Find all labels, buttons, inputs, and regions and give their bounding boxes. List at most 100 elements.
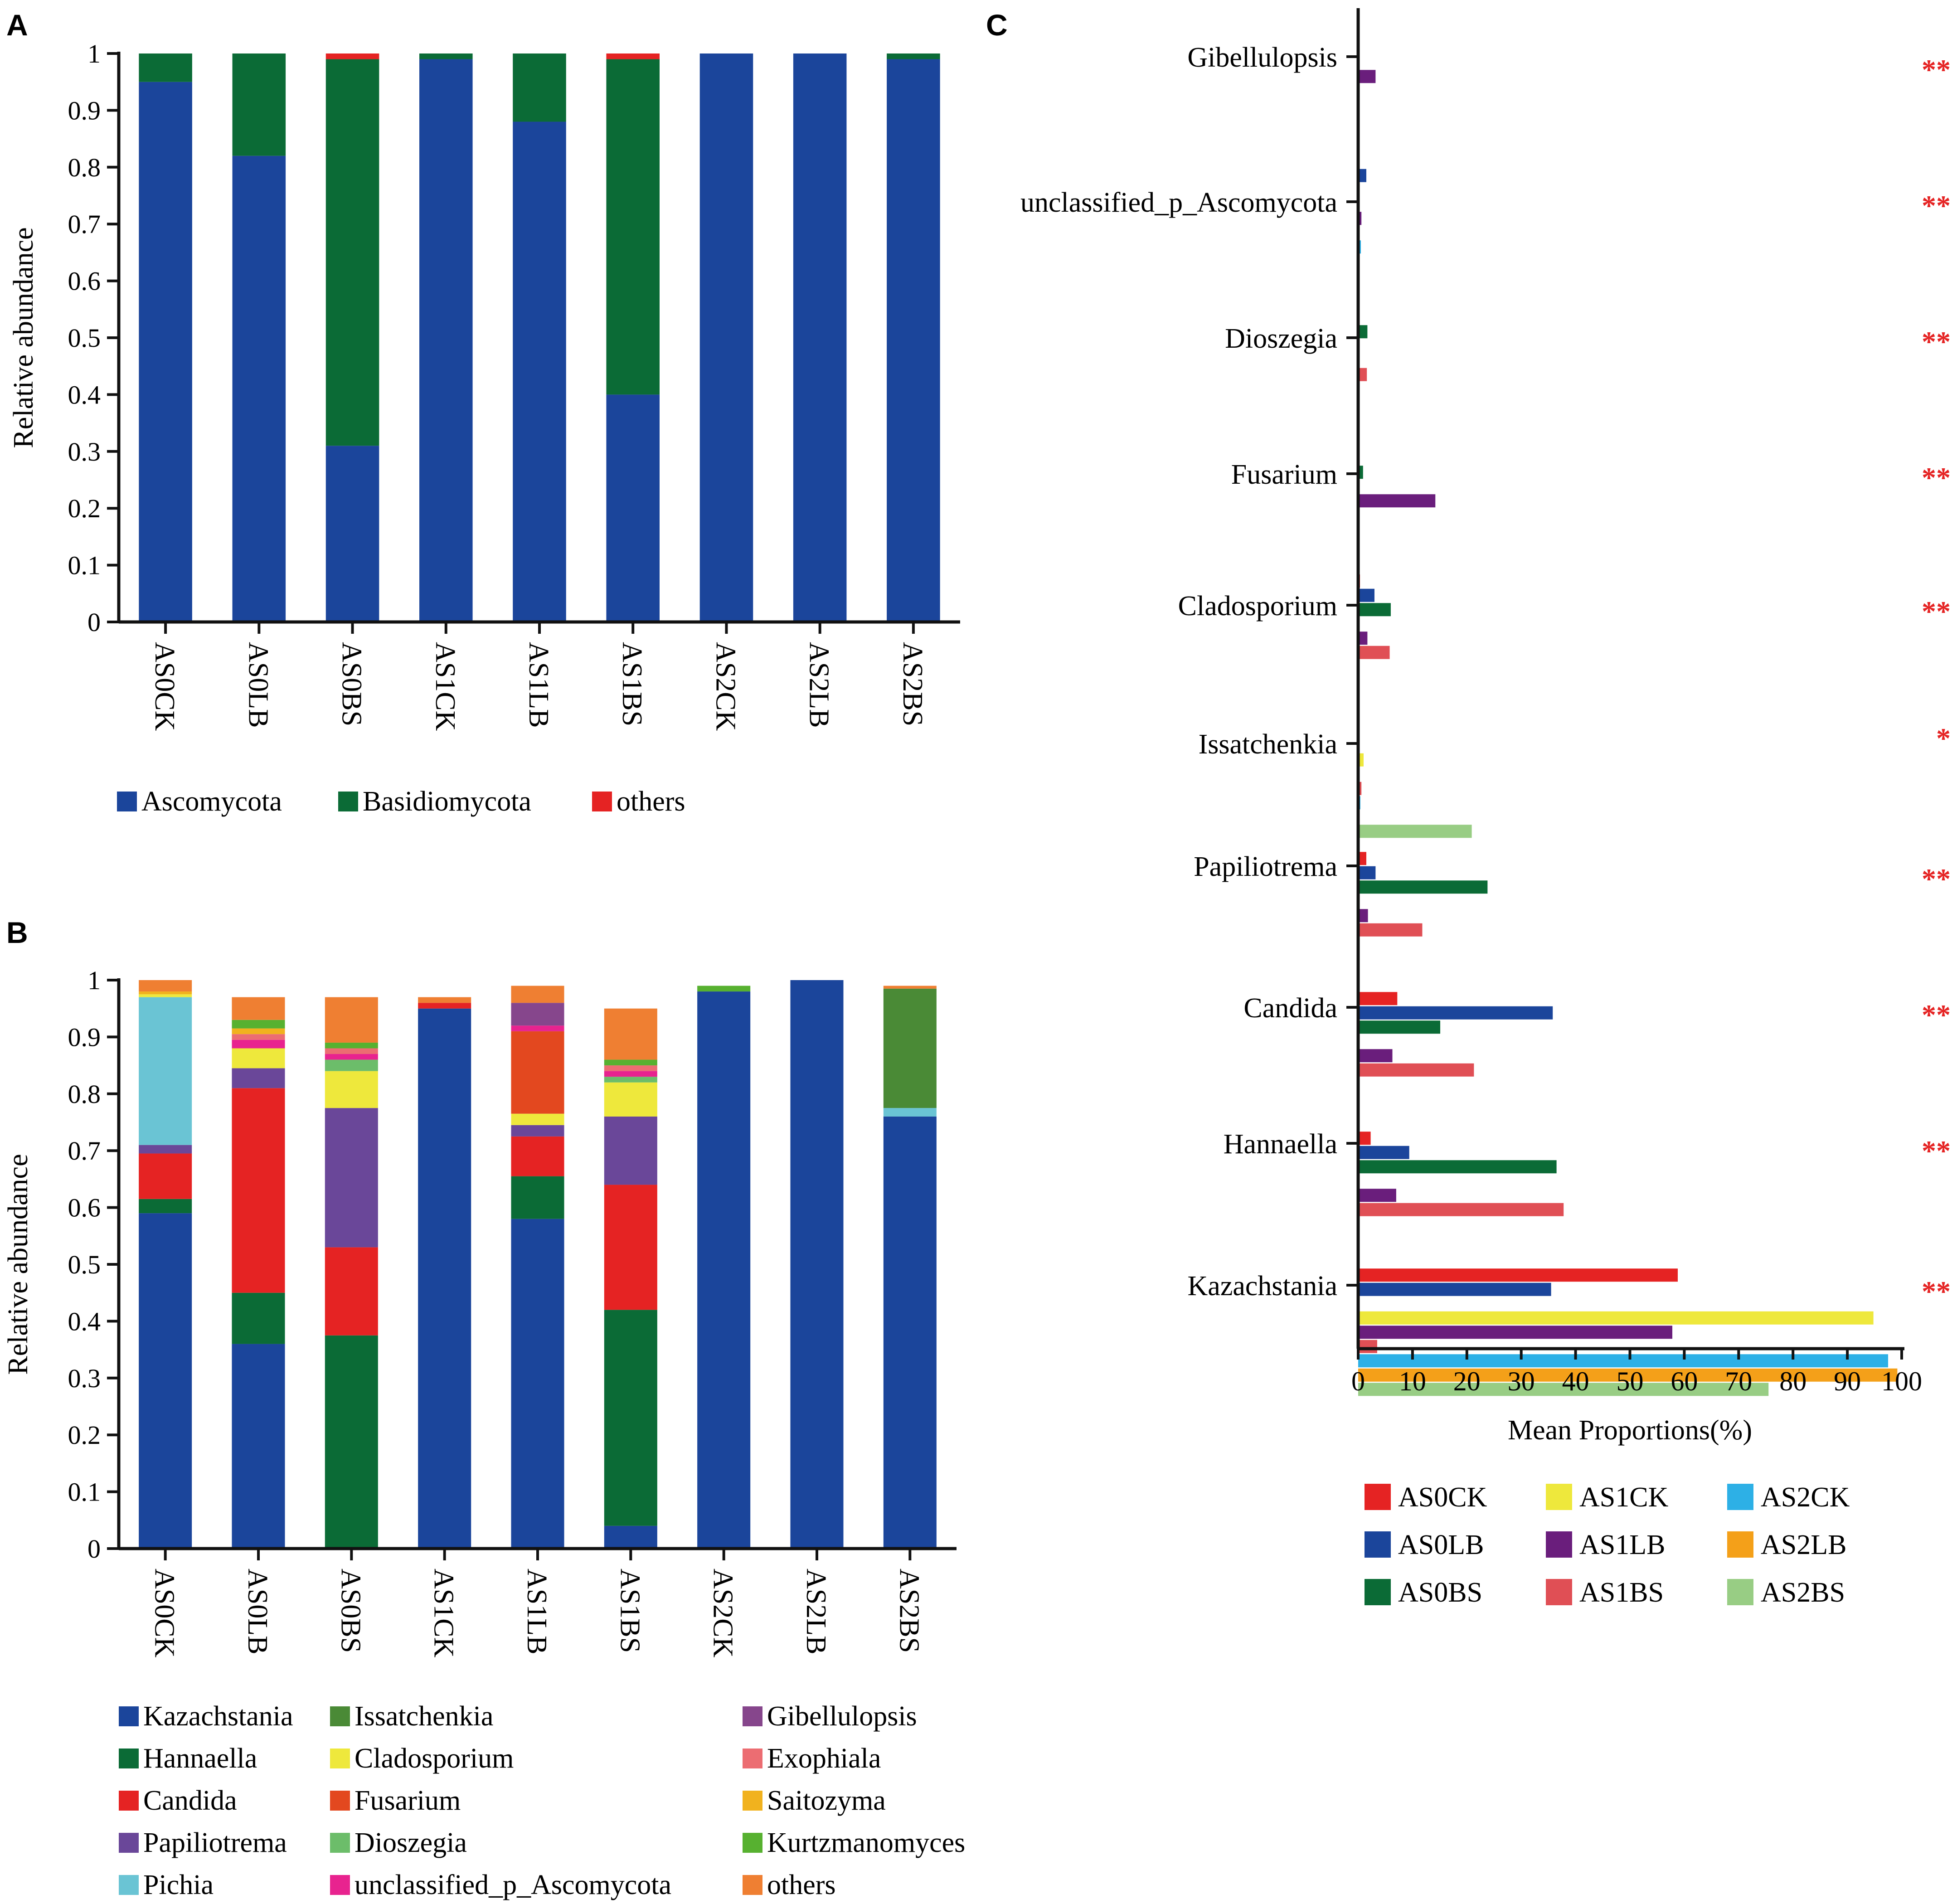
bar-c-kazachstania-as2bs: [1358, 1383, 1769, 1396]
legend-label: Gibellulopsis: [767, 1701, 917, 1732]
bar-b-as2bs-issatchenkia: [883, 988, 937, 1108]
significance-mark-issatchenkia: *: [1936, 722, 1951, 754]
category-label-c-issatchenkia: Issatchenkia: [1199, 729, 1337, 760]
legend-item-b-gibellulopsis: Gibellulopsis: [743, 1701, 917, 1732]
x-tick-label-b-as1ck: AS1CK: [428, 1569, 459, 1658]
category-label-c-papiliotrema: Papiliotrema: [1194, 851, 1337, 882]
legend-label: AS1CK: [1579, 1482, 1669, 1513]
category-label-c-gibellulopsis: Gibellulopsis: [1187, 42, 1337, 73]
x-tick-label-b-as1bs: AS1BS: [614, 1569, 645, 1653]
category-label-c-cladosporium: Cladosporium: [1178, 591, 1337, 622]
bar-c-candida-as0bs: [1358, 1020, 1441, 1034]
legend-label: AS0BS: [1398, 1577, 1482, 1608]
bar-a-as0ck-basidiomycota: [139, 53, 192, 82]
legend-label: Saitozyma: [767, 1785, 886, 1816]
bar-c-candida-as1bs: [1358, 1063, 1474, 1077]
x-tick-label-c: 100: [1881, 1366, 1922, 1396]
y-tick-label-a: 0.3: [68, 437, 101, 466]
y-tick-label-b: 1: [87, 966, 101, 995]
x-tick-label-c: 0: [1351, 1366, 1365, 1396]
y-tick-label-a: 0.8: [68, 153, 101, 182]
legend-swatch: [338, 792, 358, 811]
y-tick-label-a: 0: [87, 607, 101, 637]
legend-item-b-others: others: [743, 1870, 836, 1900]
legend-swatch: [330, 1791, 350, 1811]
legend-item-b-hannaella: Hannaella: [119, 1743, 257, 1774]
y-tick-label-a: 0.2: [68, 494, 101, 523]
bar-a-as0lb-ascomycota: [232, 155, 286, 622]
legend-item-c-as1bs: AS1BS: [1546, 1577, 1664, 1608]
significance-mark-fusarium: **: [1922, 461, 1951, 494]
bar-c-hannaella-as0lb: [1358, 1146, 1409, 1159]
bar-c-candida-as0lb: [1358, 1006, 1553, 1020]
bar-b-as1ck-kazachstania: [418, 1008, 471, 1549]
x-tick-label-a-as1ck: AS1CK: [430, 642, 461, 731]
bar-b-as0ck-candida: [139, 1153, 192, 1199]
bar-b-as1bs-kurtzmanomyces: [604, 1059, 657, 1066]
y-tick-label-b: 0.4: [68, 1307, 101, 1336]
bar-a-as1ck-basidiomycota: [419, 53, 473, 59]
legend-item-b-kurtzmanomyces: Kurtzmanomyces: [743, 1827, 965, 1858]
legend-swatch: [743, 1749, 762, 1768]
legend-swatch: [1546, 1484, 1572, 1510]
legend-swatch: [1727, 1579, 1753, 1605]
legend-item-a-others: others: [592, 786, 685, 817]
legend-label: Kazachstania: [143, 1701, 293, 1732]
legend-swatch: [330, 1706, 350, 1726]
bar-b-as0ck-pichia: [139, 997, 192, 1145]
bar-a-as2ck-ascomycota: [699, 53, 753, 622]
legend-swatch: [743, 1833, 762, 1853]
bar-b-as1lb-fusarium: [511, 1031, 564, 1114]
bar-a-as1ck-ascomycota: [419, 59, 473, 622]
bar-b-as1lb-hannaella: [511, 1176, 564, 1219]
legend-label: Fusarium: [354, 1785, 461, 1816]
bar-b-as0bs-papiliotrema: [325, 1108, 378, 1248]
legend-item-b-unclassified-p-ascomycota: unclassified_p_Ascomycota: [330, 1870, 671, 1900]
legend-label: Kurtzmanomyces: [767, 1827, 965, 1858]
bar-b-as1lb-unclassified-p-ascomycota: [511, 1025, 564, 1031]
category-label-c-candida: Candida: [1243, 993, 1337, 1024]
x-tick-label-a-as0bs: AS0BS: [336, 642, 367, 726]
x-tick-label-b-as0ck: AS0CK: [149, 1569, 180, 1658]
significance-mark-candida: **: [1922, 999, 1951, 1031]
legend-item-c-as1ck: AS1CK: [1546, 1482, 1669, 1513]
bar-b-as0lb-kazachstania: [232, 1344, 285, 1549]
legend-swatch: [1365, 1531, 1391, 1558]
significance-mark-hannaella: **: [1922, 1135, 1951, 1167]
y-axis-title-a: Relative abundance: [8, 227, 39, 448]
legend-label: Pichia: [143, 1870, 214, 1900]
bar-b-as0bs-dioszegia: [325, 1059, 378, 1071]
legend-swatch: [743, 1706, 762, 1726]
legend-item-b-pichia: Pichia: [119, 1870, 214, 1900]
bar-c-kazachstania-as0lb: [1358, 1282, 1551, 1296]
bar-b-as0bs-exophiala: [325, 1048, 378, 1054]
bar-c-dioszegia-as0bs: [1358, 325, 1368, 339]
panel-label-b: B: [6, 916, 28, 949]
legend-label: unclassified_p_Ascomycota: [354, 1870, 671, 1900]
x-tick-label-a-as2ck: AS2CK: [710, 642, 741, 731]
bar-c-kazachstania-as0ck: [1358, 1268, 1678, 1282]
bar-b-as1ck-others: [418, 997, 471, 1003]
legend-label: AS2CK: [1761, 1482, 1850, 1513]
x-tick-label-c: 70: [1725, 1366, 1752, 1396]
legend-label: AS2BS: [1761, 1577, 1845, 1608]
legend-label: AS0LB: [1398, 1530, 1484, 1560]
significance-mark-dioszegia: **: [1922, 325, 1951, 358]
bar-b-as0ck-papiliotrema: [139, 1145, 192, 1154]
bar-b-as0ck-kazachstania: [139, 1213, 192, 1549]
bar-c-kazachstania-as1lb: [1358, 1326, 1673, 1339]
bar-a-as2bs-basidiomycota: [887, 53, 940, 59]
legend-swatch: [1727, 1531, 1753, 1558]
bar-a-as1lb-basidiomycota: [513, 53, 566, 122]
bar-a-as1bs-basidiomycota: [606, 59, 660, 395]
legend-swatch: [743, 1791, 762, 1811]
bar-c-fusarium-as1lb: [1358, 494, 1436, 508]
bar-c-papiliotrema-as1bs: [1358, 923, 1423, 937]
bar-b-as1bs-unclassified-p-ascomycota: [604, 1071, 657, 1077]
bar-c-hannaella-as1bs: [1358, 1203, 1564, 1216]
bar-a-as0bs-ascomycota: [325, 446, 379, 622]
bar-a-as1bs-others: [606, 53, 660, 59]
bar-a-as1bs-ascomycota: [606, 394, 660, 622]
bar-b-as0bs-hannaella: [325, 1335, 378, 1549]
legend-item-b-kazachstania: Kazachstania: [119, 1701, 293, 1732]
